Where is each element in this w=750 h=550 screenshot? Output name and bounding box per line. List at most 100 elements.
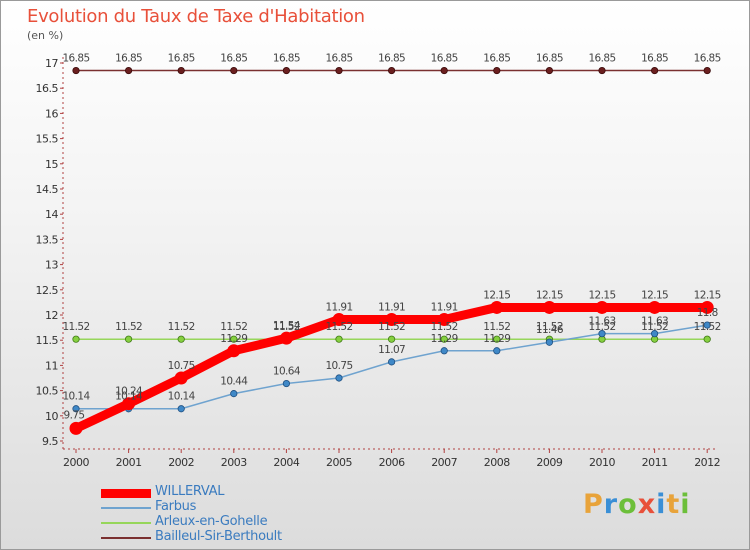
legend-swatch	[101, 488, 151, 498]
data-label: 16.85	[378, 53, 405, 65]
data-label: 11.8	[697, 307, 718, 319]
data-label: 11.46	[536, 324, 564, 336]
data-point	[69, 421, 83, 435]
data-label: 11.52	[62, 321, 89, 333]
data-point	[595, 300, 609, 314]
data-point	[282, 66, 290, 75]
data-label: 16.85	[694, 53, 721, 65]
series-arleux-en-gohelle	[72, 335, 711, 343]
data-label: 11.91	[431, 302, 458, 314]
data-label: 12.15	[641, 289, 668, 301]
x-tick-label: 2007	[431, 456, 457, 469]
logo-letter: i	[680, 489, 691, 520]
data-point	[335, 335, 343, 343]
data-point	[440, 335, 448, 343]
legend-label: Farbus	[155, 499, 197, 514]
data-point	[545, 66, 554, 75]
data-label: 9.75	[64, 409, 85, 421]
y-tick-label: 13	[45, 259, 58, 272]
data-label: 11.52	[483, 321, 510, 333]
x-tick-label: 2009	[536, 456, 562, 469]
data-point	[227, 344, 241, 358]
data-label: 11.52	[168, 321, 195, 333]
data-point	[650, 66, 659, 75]
x-tick-label: 2006	[379, 456, 405, 469]
data-point	[493, 347, 501, 355]
data-point	[700, 300, 714, 314]
x-tick-label: 2010	[589, 456, 615, 469]
data-point	[598, 330, 606, 338]
chart-title: Evolution du Taux de Taxe d'Habitation	[27, 6, 365, 27]
data-point	[703, 66, 711, 75]
x-tick-label: 2012	[694, 456, 720, 469]
data-label: 11.63	[641, 316, 668, 328]
data-label: 10.14	[168, 391, 196, 403]
data-label: 10.75	[168, 360, 195, 372]
data-point	[387, 335, 396, 343]
data-point	[174, 371, 188, 385]
data-label: 10.24	[115, 386, 143, 398]
data-point	[335, 374, 343, 382]
legend-label: WILLERVAL	[155, 484, 225, 499]
data-point	[437, 313, 451, 327]
y-tick-label: 14	[45, 208, 58, 221]
y-tick-label: 10.5	[36, 385, 59, 398]
data-point	[230, 66, 238, 75]
y-tick-label: 14.5	[36, 183, 59, 196]
data-point	[387, 66, 396, 75]
y-tick-label: 11	[45, 359, 58, 372]
data-label: 10.75	[325, 360, 352, 372]
data-point	[72, 405, 80, 413]
data-label: 16.85	[273, 53, 300, 65]
data-point	[332, 313, 346, 327]
logo-letter: t	[666, 489, 681, 520]
data-point	[493, 66, 501, 75]
data-label: 16.85	[431, 53, 458, 65]
legend-label: Bailleul-Sir-Berthoult	[155, 529, 282, 544]
logo-letter: i	[656, 489, 667, 520]
data-label: 11.52	[273, 321, 300, 333]
data-point	[440, 347, 448, 355]
x-tick-label: 2002	[168, 456, 194, 469]
y-tick-label: 12.5	[36, 284, 59, 297]
x-tick-label: 2008	[484, 456, 510, 469]
data-point	[385, 313, 399, 327]
data-point	[598, 66, 606, 75]
data-point	[542, 300, 556, 314]
data-point	[177, 335, 185, 343]
y-tick-label: 12	[45, 309, 58, 322]
series-bailleul-sir-berthoult	[72, 66, 711, 75]
data-point	[125, 66, 133, 75]
data-point	[703, 335, 711, 343]
data-point	[545, 338, 554, 346]
data-label: 16.85	[62, 53, 89, 65]
data-label: 10.44	[220, 376, 248, 388]
data-label: 11.52	[325, 321, 352, 333]
data-label: 11.52	[431, 321, 458, 333]
data-label: 11.52	[378, 321, 405, 333]
data-point	[703, 321, 711, 329]
x-tick-label: 2004	[273, 456, 299, 469]
y-tick-label: 15.5	[36, 133, 59, 146]
data-point	[490, 300, 504, 314]
data-point	[230, 390, 238, 398]
data-label: 11.52	[694, 321, 721, 333]
x-tick-label: 2003	[221, 456, 247, 469]
data-point	[335, 66, 343, 75]
data-point	[440, 66, 448, 75]
data-label: 16.85	[168, 53, 195, 65]
data-label: 11.52	[115, 321, 142, 333]
y-tick-label: 10	[45, 410, 58, 423]
data-label: 12.15	[588, 289, 615, 301]
data-point	[650, 330, 659, 338]
data-label: 12.15	[536, 289, 563, 301]
data-label: 16.85	[588, 53, 615, 65]
data-point	[648, 300, 662, 314]
data-label: 11.29	[483, 333, 510, 345]
data-point	[230, 335, 238, 343]
data-label: 16.85	[536, 53, 563, 65]
legend-swatch	[101, 537, 151, 539]
data-label: 16.85	[641, 53, 668, 65]
